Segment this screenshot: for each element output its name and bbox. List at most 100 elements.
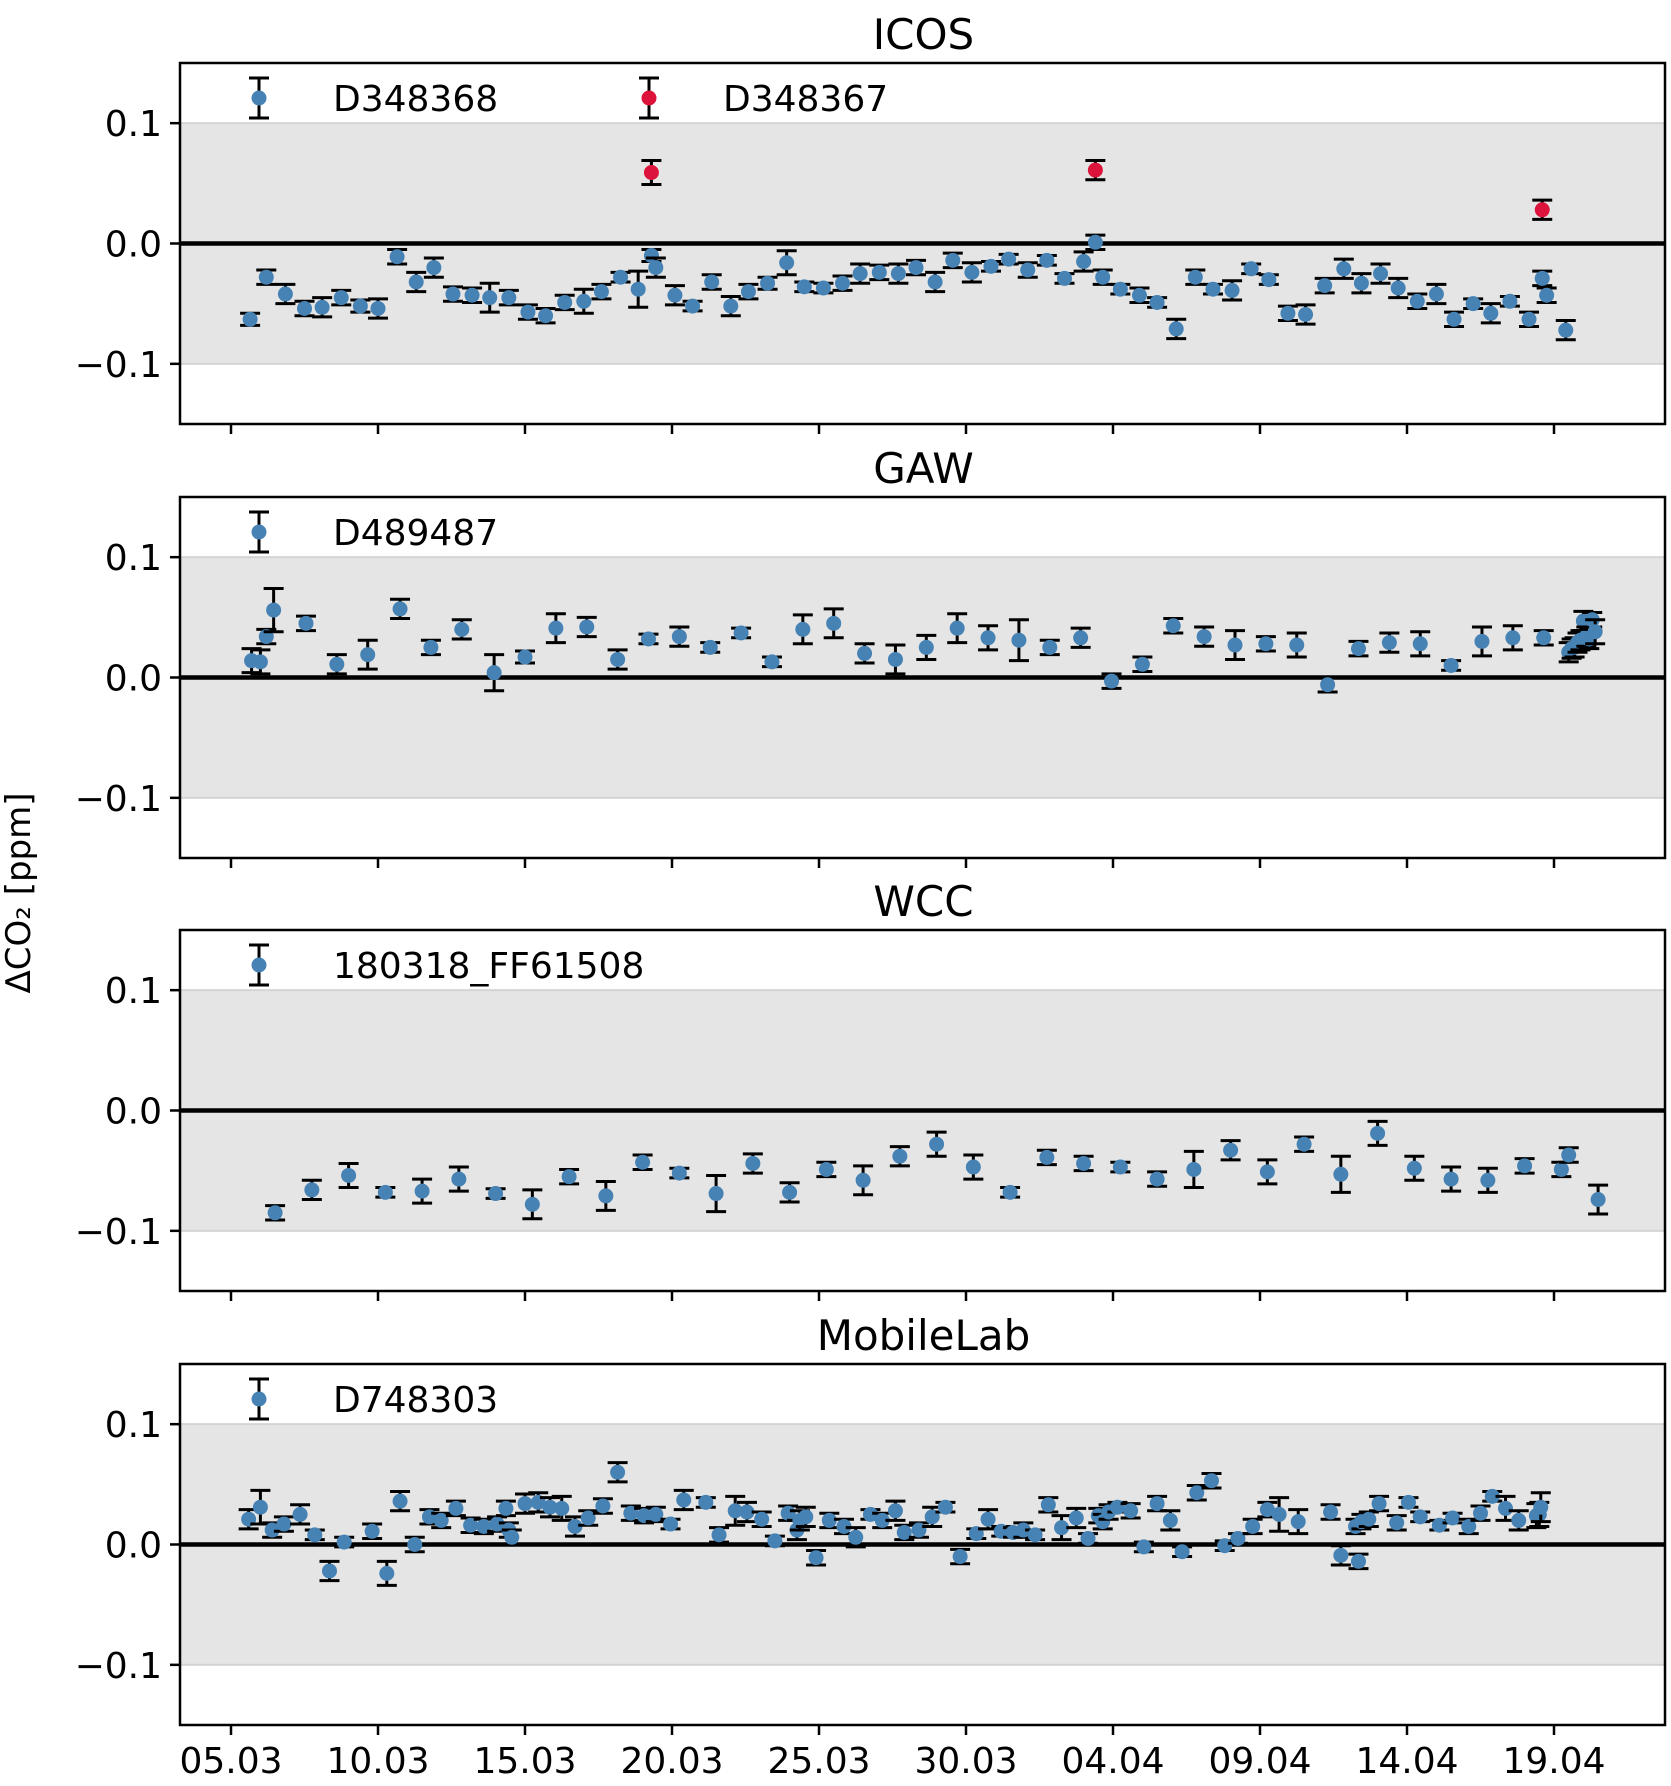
data-point-group: [265, 1204, 286, 1222]
data-point-group: [559, 1167, 580, 1186]
data-point: [818, 1161, 834, 1177]
data-point: [1258, 636, 1274, 652]
data-point: [887, 651, 903, 667]
data-point-group: [484, 653, 505, 693]
data-point: [836, 1518, 852, 1534]
data-point: [896, 1524, 912, 1540]
data-point-group: [1085, 233, 1106, 252]
data-point-group: [738, 282, 759, 301]
data-point: [1558, 322, 1574, 338]
data-point: [598, 1188, 614, 1204]
legend-label: D348367: [723, 79, 888, 120]
data-point-group: [1201, 1472, 1222, 1490]
data-point-group: [485, 1186, 506, 1202]
data-point-group: [751, 1510, 772, 1528]
data-layer: [241, 586, 1606, 694]
data-point-group: [935, 1499, 956, 1515]
data-point: [1517, 1158, 1533, 1174]
data-point: [364, 1523, 380, 1539]
data-point: [1001, 251, 1017, 267]
panel-gaw: 0.1 0.0 −0.1 GAW D489487: [75, 444, 1667, 868]
data-point-group: [607, 648, 628, 671]
data-point: [1149, 1171, 1165, 1187]
data-point-group: [1147, 1170, 1168, 1188]
legend-label: D489487: [333, 513, 498, 554]
y-tick-label: 0.0: [105, 659, 162, 700]
data-point-group: [442, 285, 463, 303]
data-point: [1353, 275, 1369, 291]
data-point-group: [591, 282, 612, 301]
data-point-group: [925, 270, 946, 294]
data-point-group: [1288, 1508, 1309, 1536]
data-point-group: [1508, 1509, 1529, 1532]
data-point-group: [551, 1494, 572, 1522]
data-point-group: [1066, 1506, 1087, 1530]
series-D748303: [238, 1461, 1551, 1587]
data-point: [251, 90, 267, 106]
data-point: [595, 1498, 611, 1514]
data-point-group: [1294, 1135, 1315, 1153]
data-point: [1505, 630, 1521, 646]
data-point-group: [961, 261, 982, 284]
data-point: [251, 957, 267, 973]
data-point-group: [448, 1165, 469, 1193]
data-point-group: [926, 1130, 947, 1158]
data-point: [1412, 636, 1428, 652]
data-point-group: [669, 625, 690, 648]
data-point-group: [813, 280, 834, 296]
data-point: [433, 1512, 449, 1528]
data-point: [307, 1527, 323, 1543]
data-point-group: [1379, 631, 1400, 654]
data-point-group: [1036, 1148, 1057, 1167]
y-tick-label: 0.0: [105, 1526, 162, 1567]
data-point: [1333, 1166, 1349, 1182]
data-point: [871, 264, 887, 280]
data-point-group: [1317, 676, 1338, 694]
data-point: [336, 1534, 352, 1550]
data-point: [1002, 1184, 1018, 1200]
legend-marker: [249, 1377, 269, 1421]
data-point: [808, 1550, 824, 1566]
data-point-group: [334, 1534, 355, 1550]
data-point-group: [495, 1499, 516, 1518]
data-point-group: [885, 643, 906, 676]
data-point-group: [1532, 198, 1553, 221]
data-point: [1073, 630, 1089, 646]
data-point: [1497, 1500, 1513, 1516]
data-point: [1484, 1488, 1500, 1504]
data-point: [1165, 618, 1181, 634]
data-point: [1443, 657, 1459, 673]
x-tick-label: 25.03: [767, 1741, 870, 1782]
data-point-group: [1585, 618, 1606, 646]
data-point-group: [390, 597, 411, 621]
data-point: [1112, 281, 1128, 297]
data-point-group: [1470, 1504, 1491, 1522]
data-point-group: [1220, 1139, 1241, 1162]
data-point: [486, 665, 502, 681]
data-point: [1290, 1514, 1306, 1530]
data-point: [304, 1182, 320, 1198]
data-point: [251, 1391, 267, 1407]
data-point: [1027, 1527, 1043, 1543]
data-point-group: [1277, 304, 1298, 323]
data-point-group: [357, 638, 378, 671]
data-point-group: [792, 613, 813, 646]
data-point: [890, 266, 906, 282]
data-point-group: [301, 1178, 322, 1202]
data-point: [1087, 234, 1103, 250]
data-point: [504, 1529, 520, 1545]
data-point: [635, 1154, 651, 1170]
data-point-group: [894, 1523, 915, 1542]
data-point-group: [1147, 1494, 1168, 1513]
x-tick-label: 19.04: [1502, 1741, 1605, 1782]
data-point: [857, 645, 873, 661]
data-point-group: [595, 1179, 616, 1212]
y-axis-label: ΔCO₂ [ppm]: [0, 792, 39, 993]
data-point: [855, 1172, 871, 1188]
data-layer: [238, 1461, 1551, 1587]
data-point-group: [1160, 1509, 1181, 1532]
data-point-group: [1129, 286, 1150, 304]
data-point: [267, 1205, 283, 1221]
data-point-group: [725, 1494, 746, 1527]
data-point: [1104, 673, 1120, 689]
